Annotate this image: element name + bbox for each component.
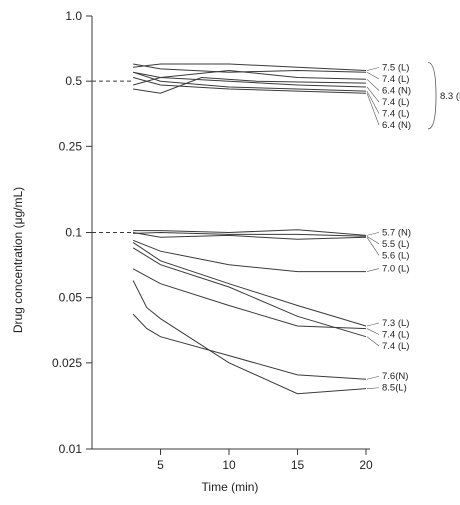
series-line — [133, 76, 367, 94]
series-line — [133, 232, 367, 240]
series-line — [132, 241, 367, 327]
series-label: 7.0 (L) — [382, 264, 409, 275]
series-line — [132, 268, 367, 330]
series-label-leader — [366, 67, 380, 71]
series-label-leader — [366, 86, 380, 103]
y-tick-label: 0.1 — [65, 226, 82, 240]
y-tick-label: 1.0 — [65, 9, 82, 23]
y-tick-label: 0.05 — [59, 291, 83, 305]
x-tick-label: 15 — [291, 458, 305, 472]
series-label-leader — [366, 90, 380, 114]
series-line — [133, 231, 367, 237]
series-label-leader — [366, 236, 380, 245]
series-line — [133, 229, 367, 236]
series-label-leader — [366, 232, 380, 236]
y-tick-label: 0.25 — [59, 139, 83, 153]
series-line — [132, 71, 367, 92]
series-line — [132, 280, 367, 395]
series-label: 6.4 (N) — [382, 120, 411, 131]
series-labels: 7.5 (L)7.4 (L)6.4 (N)7.4 (L)7.4 (L)6.4 (… — [366, 62, 460, 394]
axes: 0.01 0.025 0.05 0.1 0.25 0.5 1.0 5 10 15 20 — [52, 9, 373, 472]
series-label-leader — [366, 237, 380, 256]
series-label: 7.4 (L) — [382, 341, 409, 352]
series-label: 5.7 (N) — [382, 227, 411, 238]
series-label: 7.4 (L) — [382, 97, 409, 108]
series-label: 7.5 (L) — [382, 63, 409, 74]
series-label-leader — [366, 268, 380, 272]
series-label: 5.6 (L) — [382, 250, 409, 261]
series-label: 8.5(L) — [382, 383, 407, 394]
reference-lines — [92, 80, 134, 233]
series-label: 7.4 (L) — [382, 74, 409, 85]
series-line — [132, 247, 367, 338]
series-line — [132, 239, 366, 273]
series-label: 5.5 (L) — [382, 239, 409, 250]
x-axis-title: Time (min) — [202, 480, 259, 494]
series-label: 7.6(N) — [382, 371, 408, 382]
x-tick-label: 10 — [222, 458, 236, 472]
series-label: 7.3 (L) — [382, 318, 409, 329]
series-label-leader — [366, 322, 380, 327]
series-label-leader — [366, 328, 380, 335]
y-axis-title: Drug concentration (μg/mL) — [11, 187, 25, 333]
series-line — [132, 76, 367, 88]
series-label-leader — [366, 93, 380, 126]
group-bracket-label: 8.3 (N) — [440, 91, 460, 102]
series-label: 6.4 (N) — [382, 86, 411, 97]
series-line — [133, 63, 367, 73]
series-label: 7.4 (L) — [382, 329, 409, 340]
x-tick-label: 5 — [157, 458, 164, 472]
series-line — [133, 63, 367, 71]
y-tick-label: 0.025 — [52, 356, 82, 370]
x-tick-label: 20 — [359, 458, 373, 472]
series-line — [133, 69, 367, 80]
series-label-leader — [366, 71, 380, 80]
y-tick-label: 0.01 — [59, 442, 83, 456]
series-label: 7.4 (L) — [382, 109, 409, 120]
group-bracket — [427, 62, 437, 130]
series-line — [132, 77, 367, 94]
series-label-leader — [366, 79, 380, 91]
series-lines — [132, 63, 367, 395]
series-label-leader — [366, 387, 380, 389]
series-label-leader — [366, 375, 380, 380]
y-tick-label: 0.5 — [65, 74, 82, 88]
series-line — [132, 313, 367, 380]
series-label-leader — [366, 336, 380, 347]
